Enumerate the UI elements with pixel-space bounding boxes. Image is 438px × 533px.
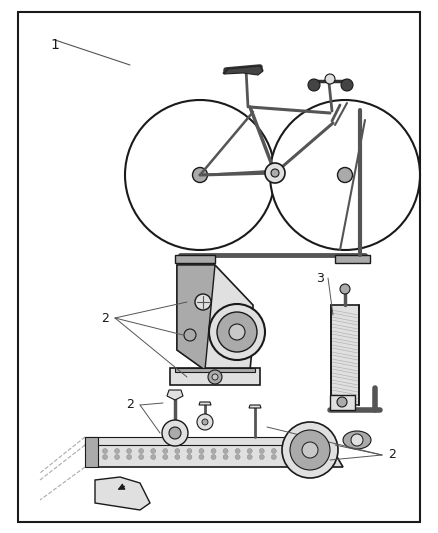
Circle shape bbox=[192, 167, 208, 182]
Circle shape bbox=[197, 414, 213, 430]
Circle shape bbox=[307, 448, 312, 454]
Polygon shape bbox=[249, 405, 261, 408]
Circle shape bbox=[209, 304, 265, 360]
Circle shape bbox=[127, 455, 131, 459]
Circle shape bbox=[151, 448, 156, 454]
Circle shape bbox=[115, 455, 120, 459]
Circle shape bbox=[199, 448, 204, 454]
Circle shape bbox=[223, 448, 228, 454]
Polygon shape bbox=[175, 255, 215, 263]
Circle shape bbox=[125, 100, 275, 250]
Circle shape bbox=[296, 448, 300, 454]
Polygon shape bbox=[177, 265, 215, 370]
Circle shape bbox=[163, 448, 168, 454]
Text: 3: 3 bbox=[316, 271, 324, 285]
Circle shape bbox=[139, 448, 144, 454]
Circle shape bbox=[162, 420, 188, 446]
Circle shape bbox=[217, 312, 257, 352]
Circle shape bbox=[282, 422, 338, 478]
Circle shape bbox=[199, 455, 204, 459]
Circle shape bbox=[325, 74, 335, 84]
Circle shape bbox=[283, 455, 288, 459]
Circle shape bbox=[235, 455, 240, 459]
Polygon shape bbox=[170, 368, 260, 385]
Circle shape bbox=[290, 430, 330, 470]
Text: 1: 1 bbox=[50, 38, 60, 52]
Circle shape bbox=[212, 374, 218, 380]
Circle shape bbox=[229, 324, 245, 340]
Circle shape bbox=[351, 434, 363, 446]
Circle shape bbox=[184, 329, 196, 341]
Circle shape bbox=[247, 448, 252, 454]
Circle shape bbox=[296, 455, 300, 459]
Circle shape bbox=[265, 163, 285, 183]
Polygon shape bbox=[331, 305, 359, 405]
Circle shape bbox=[102, 455, 107, 459]
Circle shape bbox=[127, 448, 131, 454]
Polygon shape bbox=[335, 255, 370, 263]
Circle shape bbox=[308, 79, 320, 91]
Polygon shape bbox=[199, 402, 211, 405]
Circle shape bbox=[169, 427, 181, 439]
Circle shape bbox=[211, 448, 216, 454]
Circle shape bbox=[270, 100, 420, 250]
Circle shape bbox=[235, 448, 240, 454]
Polygon shape bbox=[85, 437, 98, 467]
Ellipse shape bbox=[343, 431, 371, 449]
Circle shape bbox=[340, 284, 350, 294]
Circle shape bbox=[302, 442, 318, 458]
Polygon shape bbox=[85, 445, 343, 467]
Polygon shape bbox=[167, 390, 183, 400]
Circle shape bbox=[139, 455, 144, 459]
Circle shape bbox=[259, 448, 264, 454]
Circle shape bbox=[115, 448, 120, 454]
Circle shape bbox=[151, 455, 156, 459]
Circle shape bbox=[338, 167, 353, 182]
Polygon shape bbox=[95, 477, 150, 510]
Text: 2: 2 bbox=[388, 448, 396, 462]
Circle shape bbox=[337, 397, 347, 407]
Polygon shape bbox=[224, 66, 263, 75]
Circle shape bbox=[271, 169, 279, 177]
Circle shape bbox=[307, 455, 312, 459]
Circle shape bbox=[175, 448, 180, 454]
Circle shape bbox=[341, 79, 353, 91]
Circle shape bbox=[247, 455, 252, 459]
Circle shape bbox=[195, 294, 211, 310]
Polygon shape bbox=[177, 265, 253, 370]
Circle shape bbox=[187, 455, 192, 459]
Circle shape bbox=[163, 455, 168, 459]
Circle shape bbox=[202, 419, 208, 425]
Text: 2: 2 bbox=[101, 311, 109, 325]
Circle shape bbox=[223, 455, 228, 459]
Polygon shape bbox=[85, 437, 330, 445]
Circle shape bbox=[208, 370, 222, 384]
Polygon shape bbox=[330, 395, 355, 410]
Circle shape bbox=[271, 448, 276, 454]
Circle shape bbox=[211, 455, 216, 459]
Circle shape bbox=[283, 448, 288, 454]
Circle shape bbox=[102, 448, 107, 454]
Polygon shape bbox=[175, 368, 255, 372]
Circle shape bbox=[271, 455, 276, 459]
Circle shape bbox=[187, 448, 192, 454]
Text: 2: 2 bbox=[126, 399, 134, 411]
Circle shape bbox=[259, 455, 264, 459]
Circle shape bbox=[175, 455, 180, 459]
